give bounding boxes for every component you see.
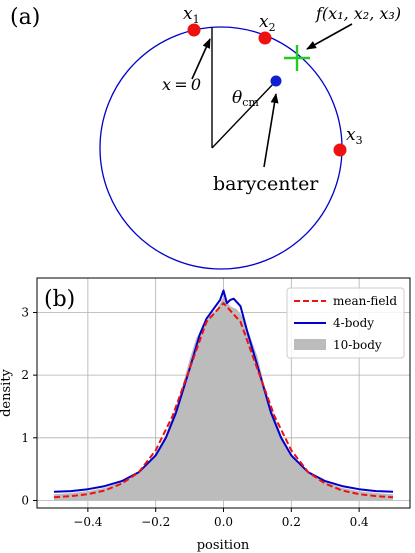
barycenter-point xyxy=(270,75,282,87)
particle-x2 xyxy=(258,31,272,45)
label-x-equals-0: x = 0 xyxy=(162,75,201,94)
x-tick-label: −0.2 xyxy=(141,515,170,529)
y-tick-label: 2 xyxy=(21,368,29,382)
y-tick-label: 3 xyxy=(21,305,29,319)
arrow-barycenter xyxy=(263,93,279,168)
y-tick-label: 0 xyxy=(21,493,29,507)
label-x1: x1 xyxy=(183,4,200,26)
label-theta-cm: θcm xyxy=(232,88,259,109)
y-axis-label: density xyxy=(0,368,14,416)
label-f: f(x₁, x₂, x₃) xyxy=(315,4,401,23)
ticks: −0.4 −0.2 0.0 0.2 0.4 0 1 2 3 xyxy=(21,305,369,529)
label-x2: x2 xyxy=(259,12,276,34)
panel-b: −0.4 −0.2 0.0 0.2 0.4 0 1 2 3 (b) position densi… xyxy=(0,277,411,553)
legend-label-mean-field: mean-field xyxy=(333,294,397,308)
series-layer xyxy=(53,289,394,501)
x-tick-label: 0.4 xyxy=(350,515,369,529)
particle-x3 xyxy=(333,143,347,157)
label-x3: x3 xyxy=(346,125,363,147)
barycenter-projection-cross xyxy=(284,45,310,71)
x-tick-label: 0.2 xyxy=(282,515,301,529)
legend-label-10-body: 10-body xyxy=(333,338,382,352)
x-axis-label: position xyxy=(197,538,250,553)
legend-label-4-body: 4-body xyxy=(333,316,374,330)
x-tick-label: 0.0 xyxy=(214,515,233,529)
series-line-mean-field xyxy=(53,302,394,499)
panel-a-label: (a) xyxy=(10,5,40,30)
legend: mean-field 4-body 10-body xyxy=(286,287,405,359)
arrow-x0 xyxy=(191,38,211,80)
y-tick-label: 1 xyxy=(21,431,29,445)
legend-swatch-10-body xyxy=(294,339,326,350)
label-barycenter: barycenter xyxy=(213,173,319,195)
particle-x1 xyxy=(187,23,201,37)
x-tick-label: −0.4 xyxy=(73,515,103,529)
panel-b-label: (b) xyxy=(44,287,75,312)
panel-a: (a) x1 x2 x3 x = 0 θcm f(x₁, x₂, x₃) bar… xyxy=(10,4,401,270)
ring xyxy=(99,26,343,270)
radius-to-barycenter xyxy=(211,81,276,149)
arrow-f xyxy=(306,23,353,50)
series-area-10-body xyxy=(54,296,393,501)
